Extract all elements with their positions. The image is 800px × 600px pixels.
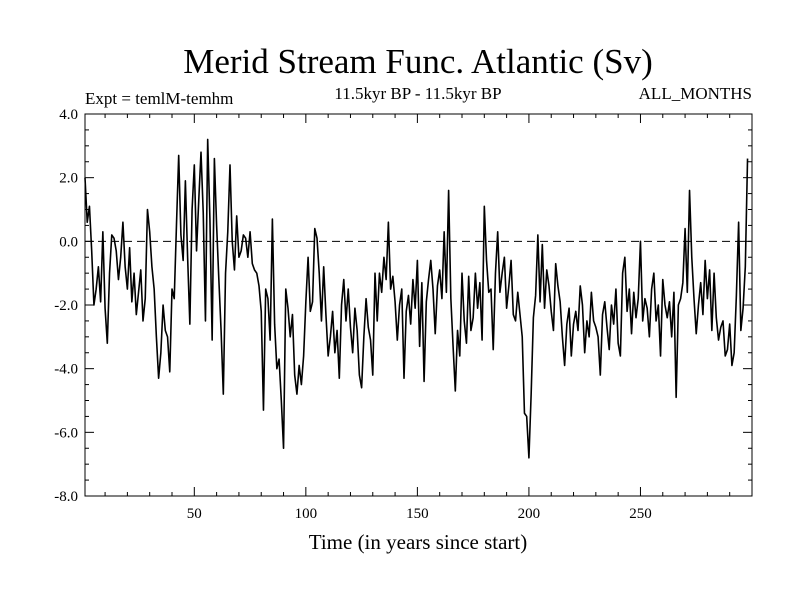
x-axis-label: Time (in years since start) [309, 530, 528, 554]
y-tick-label: 0.0 [59, 234, 78, 250]
x-tick-label: 200 [518, 506, 541, 522]
months-label: ALL_MONTHS [639, 84, 752, 103]
chart-title: Merid Stream Func. Atlantic (Sv) [183, 42, 653, 81]
x-tick-label: 250 [629, 506, 652, 522]
y-tick-label: -4.0 [54, 362, 78, 378]
experiment-label: Expt = temlM-temhm [85, 89, 233, 108]
x-tick-label: 100 [295, 506, 318, 522]
y-tick-label: -2.0 [54, 298, 78, 314]
data-series-line [84, 138, 749, 459]
y-tick-label: 2.0 [59, 171, 78, 187]
y-tick-label: -6.0 [54, 425, 78, 441]
y-axis: -8.0 -6.0 -4.0 -2.0 0.0 2.0 4.0 [54, 107, 752, 505]
x-tick-label: 150 [406, 506, 429, 522]
period-label: 11.5kyr BP - 11.5kyr BP [334, 84, 501, 103]
y-tick-label: -8.0 [54, 489, 78, 505]
y-tick-label: 4.0 [59, 107, 78, 123]
x-tick-label: 50 [187, 506, 202, 522]
x-axis: 50 100 150 200 250 [104, 114, 731, 522]
